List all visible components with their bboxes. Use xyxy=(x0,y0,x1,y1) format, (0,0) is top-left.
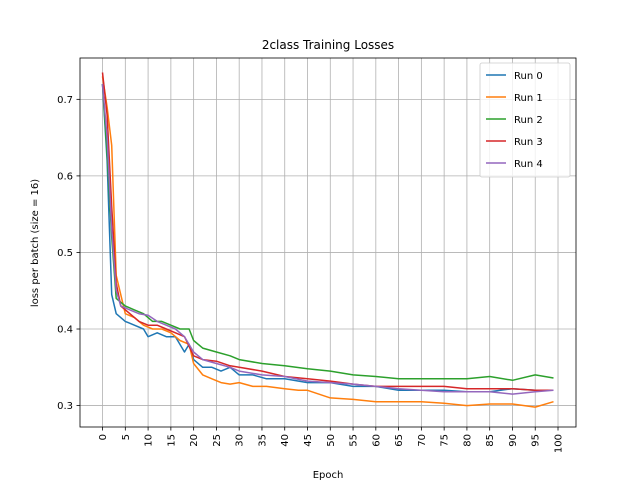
x-tick-label: 25 xyxy=(212,434,223,447)
y-tick-label: 0.6 xyxy=(57,171,73,182)
legend-label: Run 1 xyxy=(514,93,543,104)
x-tick-label: 100 xyxy=(554,434,565,453)
legend-box xyxy=(479,62,571,178)
legend-label: Run 2 xyxy=(514,115,543,126)
x-tick-label: 50 xyxy=(326,434,337,447)
x-axis-title: Epoch xyxy=(313,470,344,480)
x-tick-label: 15 xyxy=(166,434,177,447)
x-tick-label: 20 xyxy=(189,434,200,447)
legend-label: Run 3 xyxy=(514,137,543,148)
series-line-run-4 xyxy=(101,83,554,395)
x-tick-label: 45 xyxy=(303,434,314,447)
x-tick-label: 30 xyxy=(235,434,246,447)
chart-title: 2class Training Losses xyxy=(262,38,394,52)
y-tick-label: 0.5 xyxy=(57,248,73,259)
x-tick-label: 5 xyxy=(121,434,132,440)
y-tick-label: 0.3 xyxy=(57,401,73,412)
y-tick-label: 0.7 xyxy=(57,95,73,106)
x-tick-label: 55 xyxy=(349,434,360,447)
x-tick-label: 60 xyxy=(371,434,382,447)
legend-label: Run 4 xyxy=(514,159,543,170)
x-tick-label: 80 xyxy=(462,434,473,447)
x-tick-label: 0 xyxy=(98,434,109,440)
axis-ticks: 0 5 10 15 20 25 30 35 40 45 50 55 60 65 70 75 80 85 90 95 10… xyxy=(57,95,564,453)
series-line-run-3 xyxy=(101,72,554,392)
legend: Run 0 Run 1 Run 2 Run 3 Run 4 xyxy=(479,62,571,178)
x-tick-label: 90 xyxy=(508,434,519,447)
x-tick-label: 65 xyxy=(394,434,405,447)
x-tick-label: 10 xyxy=(144,434,155,447)
x-tick-label: 35 xyxy=(257,434,268,447)
y-tick-label: 0.4 xyxy=(57,325,73,336)
x-tick-label: 85 xyxy=(485,434,496,447)
plot-frame xyxy=(79,57,577,428)
series-line-run-2 xyxy=(101,83,554,382)
x-tick-label: 40 xyxy=(280,434,291,447)
series-lines xyxy=(101,72,554,408)
grid xyxy=(80,58,576,427)
x-tick-label: 95 xyxy=(531,434,542,447)
x-tick-label: 70 xyxy=(417,434,428,447)
legend-label: Run 0 xyxy=(514,71,543,82)
y-axis-title: loss per batch (size = 16) xyxy=(30,179,41,307)
x-tick-label: 75 xyxy=(440,434,451,447)
